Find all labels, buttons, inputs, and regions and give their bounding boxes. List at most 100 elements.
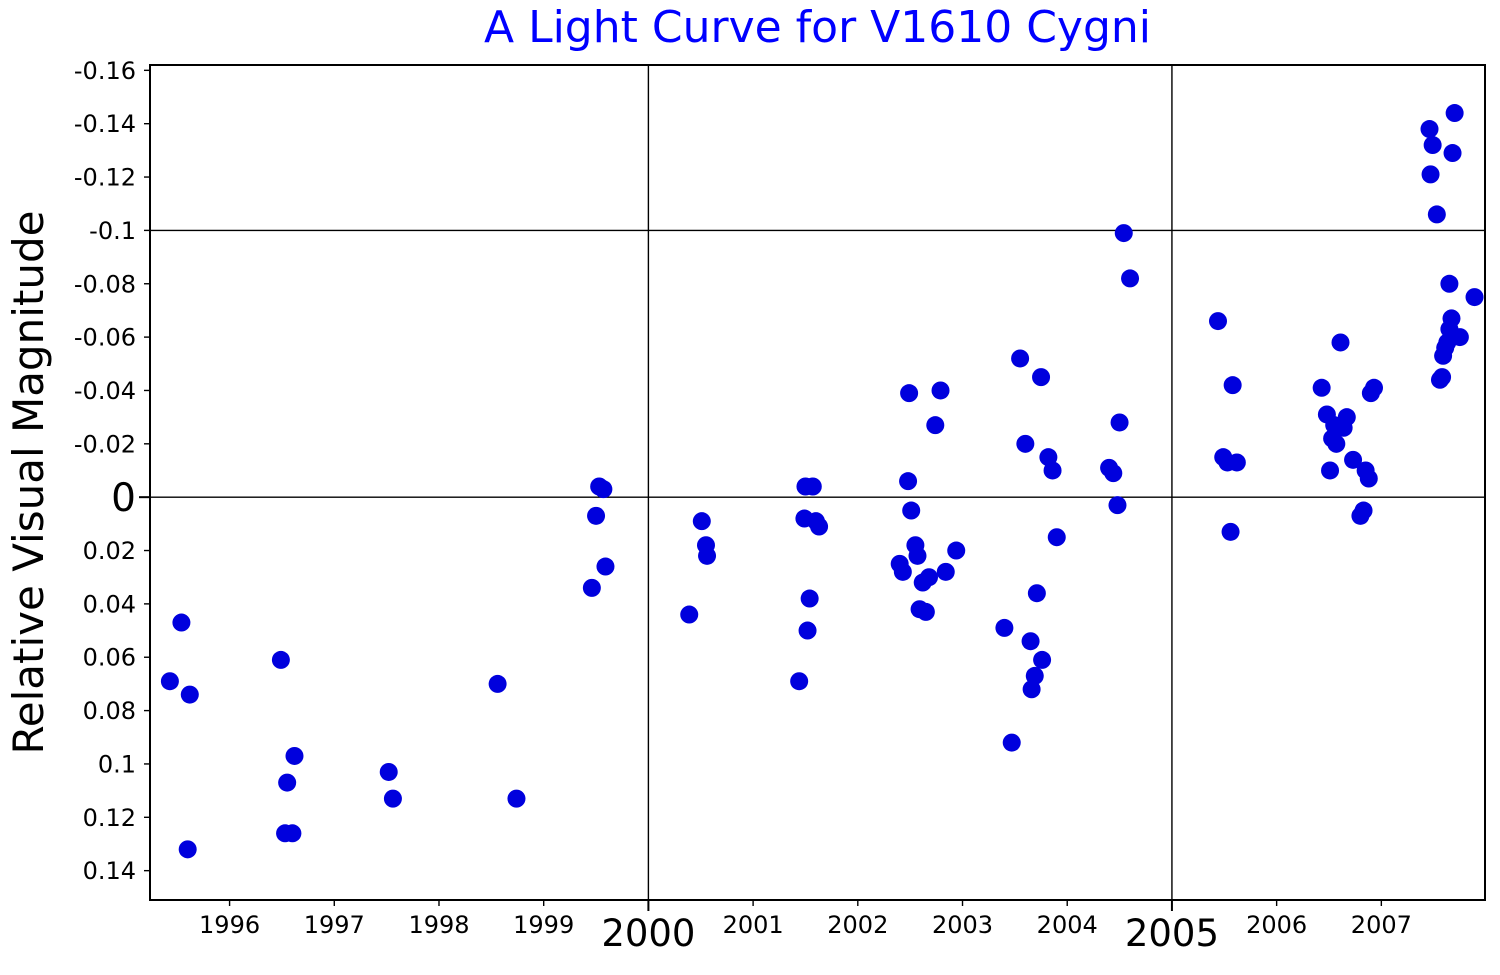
data-point (908, 546, 927, 565)
y-tick-label: -0.04 (74, 377, 136, 405)
data-point (1344, 450, 1363, 469)
data-point (278, 773, 297, 792)
data-point (902, 501, 921, 520)
data-point (1445, 104, 1464, 123)
x-tick-label: 1997 (304, 911, 365, 939)
data-point (160, 672, 179, 691)
data-point (1021, 632, 1040, 651)
x-tick-label: 2006 (1246, 911, 1307, 939)
data-point (178, 840, 197, 859)
data-point (900, 384, 919, 403)
data-point (1327, 434, 1346, 453)
x-tick-label: 2002 (827, 911, 888, 939)
data-point (383, 789, 402, 808)
y-tick-label: -0.14 (74, 110, 136, 138)
data-point (1104, 464, 1123, 483)
data-point (271, 650, 290, 669)
data-point (1443, 144, 1462, 163)
data-point (947, 541, 966, 560)
data-point (1450, 328, 1469, 347)
y-tick-label: 0.12 (83, 804, 136, 832)
data-point (594, 480, 613, 499)
data-point (507, 789, 526, 808)
data-point (1016, 434, 1035, 453)
data-point (803, 477, 822, 496)
data-point (692, 512, 711, 531)
data-point (1433, 368, 1452, 387)
data-point (1442, 309, 1461, 328)
data-point (1354, 501, 1373, 520)
x-tick-label: 1998 (408, 911, 469, 939)
data-point (1223, 376, 1242, 395)
y-tick-label: -0.02 (74, 430, 136, 458)
data-point (1321, 461, 1340, 480)
data-point (488, 674, 507, 693)
data-point (1121, 269, 1140, 288)
data-point (285, 746, 304, 765)
y-tick-label: 0.14 (83, 857, 136, 885)
data-point (587, 506, 606, 525)
data-point (1047, 528, 1066, 547)
chart-title: A Light Curve for V1610 Cygni (483, 2, 1152, 53)
data-point (810, 517, 829, 536)
y-tick-label: 0.04 (83, 590, 136, 618)
data-point (172, 613, 191, 632)
y-tick-label: 0.06 (83, 644, 136, 672)
x-tick-label: 2001 (723, 911, 784, 939)
data-point (920, 568, 939, 587)
y-tick-label: 0.1 (98, 750, 136, 778)
data-point (1465, 288, 1484, 307)
data-point (1312, 378, 1331, 397)
x-tick-label: 2003 (932, 911, 993, 939)
data-point (1440, 274, 1459, 293)
plot-border (149, 64, 1486, 901)
data-point (1221, 522, 1240, 541)
data-point (1032, 368, 1051, 387)
data-point (379, 762, 398, 781)
data-point (1027, 584, 1046, 603)
data-point (1427, 205, 1446, 224)
data-point (995, 618, 1014, 637)
data-point (1365, 378, 1384, 397)
data-point (893, 562, 912, 581)
x-tick-label: 2007 (1351, 911, 1412, 939)
data-point (1423, 136, 1442, 155)
data-point (798, 621, 817, 640)
y-tick-label: 0.02 (83, 537, 136, 565)
data-point (180, 685, 199, 704)
data-point (1359, 469, 1378, 488)
data-point (1108, 496, 1127, 515)
data-point (680, 605, 699, 624)
data-point (1110, 413, 1129, 432)
data-point (899, 472, 918, 491)
y-tick-label: -0.16 (74, 57, 136, 85)
data-point (790, 672, 809, 691)
data-point (582, 578, 601, 597)
data-point (1002, 733, 1021, 752)
data-point (1331, 333, 1350, 352)
y-tick-label: 0.08 (83, 697, 136, 725)
data-point (936, 562, 955, 581)
y-tick-label: -0.06 (74, 324, 136, 352)
x-tick-label: 2004 (1037, 911, 1098, 939)
data-point (800, 589, 819, 608)
data-point (1011, 349, 1030, 368)
data-point (283, 824, 302, 843)
y-tick-label: -0.12 (74, 164, 136, 192)
data-point (596, 557, 615, 576)
data-point (1420, 120, 1439, 139)
x-tick-label: 1999 (513, 911, 574, 939)
data-point (1209, 312, 1227, 331)
x-tick-label: 1996 (199, 911, 260, 939)
x-tick-label: 2000 (601, 912, 695, 955)
data-point (1114, 224, 1133, 243)
data-point (1337, 408, 1356, 427)
data-point (931, 381, 950, 400)
data-point (1421, 165, 1440, 184)
data-point (1033, 650, 1052, 669)
data-point (1043, 461, 1062, 480)
data-point (698, 546, 717, 565)
data-point (916, 602, 935, 621)
x-tick-label: 2005 (1125, 912, 1219, 955)
